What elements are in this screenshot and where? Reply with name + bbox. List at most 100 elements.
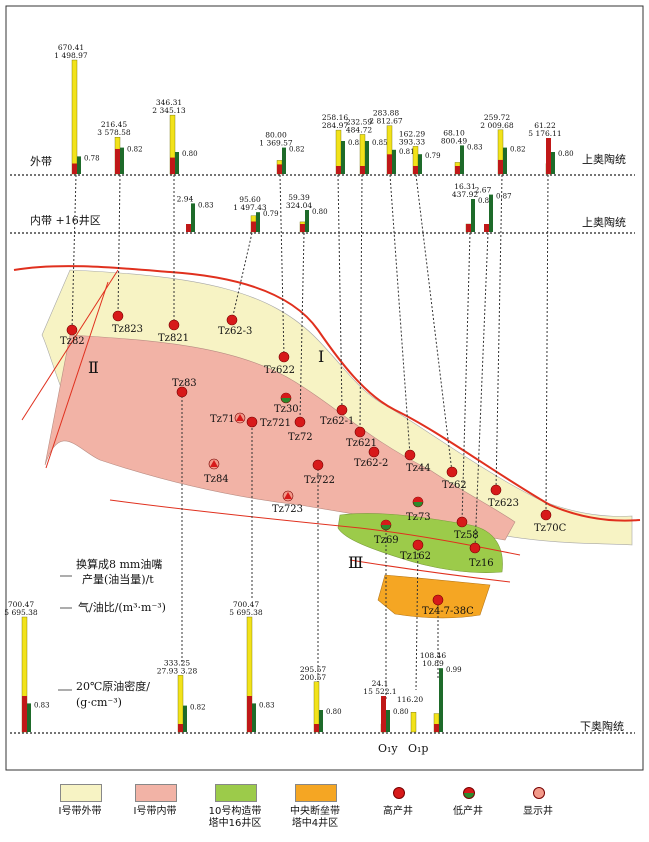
legend-outer-label: Ⅰ号带外带 <box>58 806 102 817</box>
lower-bar-2-oil-bar <box>177 675 184 733</box>
well-tz44-icon <box>404 449 416 461</box>
outer-bar-1: 670.411 498.97 0.78 <box>54 43 100 175</box>
outer-bar-9-gor-bar <box>455 166 460 174</box>
density-note-line1: 20℃原油密度/ <box>76 679 150 693</box>
lower-bar-6-oil-bar <box>410 712 417 733</box>
well-tz821-icon <box>168 319 180 331</box>
well-tz44: Tz44 <box>404 449 431 474</box>
well-tz71-label: Tz71 <box>210 414 235 425</box>
stratum-o1y: O₁y <box>378 742 398 755</box>
outer-bar-3-density-label: 0.80 <box>182 150 198 158</box>
legend-inner-swatch <box>135 784 177 802</box>
legend-central-line1: 中央断垒带 <box>290 806 340 817</box>
lower-bar-7-density-label: 0.99 <box>446 666 462 674</box>
lower-bar-1-gor-bar <box>22 696 27 732</box>
lower-bar-5-gor-bar <box>381 696 386 732</box>
well-tz16-icon <box>469 542 481 554</box>
well-tz62-3-label: Tz62-3 <box>218 326 252 337</box>
show-well-icon <box>533 787 545 799</box>
outer-bar-10-gor-bar <box>498 159 503 174</box>
outer-bar-1-density-bar <box>77 156 81 174</box>
fault-line-3 <box>45 281 109 469</box>
outer-bar-9-oil-label: 68.10 <box>443 128 465 137</box>
upper-ordovician-label-2: 上奥陶统 <box>582 215 626 229</box>
well-tz622-label: Tz622 <box>264 365 295 376</box>
lower-bar-1-gor-label: 5 695.38 <box>4 608 38 617</box>
well-tz4-7-38c: Tz4-7-38C <box>422 594 474 617</box>
outer-bar-4: 80.001 369.570.82 <box>259 131 305 175</box>
well-tz722-label: Tz722 <box>304 475 335 486</box>
well-tz58-label: Tz58 <box>454 530 479 541</box>
lower-bar-7-oil-label: 108.46 <box>420 651 446 660</box>
outer-bar-3-oil-label: 346.31 <box>156 98 182 107</box>
legend-high-label: 高产井 <box>383 806 413 817</box>
inner-bar-2-density-bar <box>256 212 260 232</box>
well-tz62-icon <box>446 466 458 478</box>
well-tz73-label: Tz73 <box>406 512 431 523</box>
well-tz4-7-38c-icon <box>432 594 444 606</box>
outer-bar-11-density-bar <box>551 152 555 174</box>
outer-bar-7-density-bar <box>392 149 396 174</box>
outer-bar-2: 216.453 578.58 0.82 <box>97 120 143 175</box>
outer-bar-3: 346.312 345.13 0.80 <box>152 98 198 175</box>
inner-zone-polygon <box>44 334 516 541</box>
lower-bar-3-oil-label: 700.47 <box>233 600 259 609</box>
legend-central-swatch <box>295 784 337 802</box>
lower-bar-5: 24.115 522.1 0.80 <box>363 679 409 733</box>
outer-bar-3-gor-label: 2 345.13 <box>152 106 186 115</box>
outer-bar-10-density-label: 0.82 <box>510 146 526 154</box>
outer-belt-label: 外带 <box>30 155 52 168</box>
oil-note-line1: 换算成8 mm油嘴 <box>76 557 162 571</box>
inner-bar-1-gor-bar <box>186 224 191 232</box>
outer-bar-6-gor-bar <box>360 166 365 174</box>
oil-note-line2: 产量(油当量)/t <box>82 572 154 586</box>
outer-bar-10-oil-label: 259.72 <box>484 113 510 122</box>
lower-bar-3-density-bar <box>252 703 256 732</box>
inner-bar-5: 2.67 0.87 <box>475 186 512 232</box>
inner-bar-3-gor-label: 324.04 <box>286 201 312 210</box>
fault-line-4 <box>109 499 521 556</box>
outer-bar-5-density-bar <box>341 141 345 174</box>
inner-bar-4-gor-bar <box>466 224 471 232</box>
outer-bar-7-gor-bar <box>387 154 392 174</box>
well-tz71: Tz71 <box>210 412 246 425</box>
well-tz58: Tz58 <box>454 516 479 541</box>
well-tz83-icon <box>176 386 188 398</box>
well-tz4-7-38c-label: Tz4-7-38C <box>422 606 474 617</box>
outer-bar-2-density-label: 0.82 <box>127 146 143 154</box>
well-tz821: Tz821 <box>158 319 189 344</box>
well-tz723: Tz723 <box>272 490 303 515</box>
inner-belt-label: 内带 +16井区 <box>30 213 101 227</box>
outer-bar-4-gor-bar <box>277 164 282 174</box>
outer-bar-11-gor-label: 5 176.11 <box>528 129 561 138</box>
inner-bar-3-oil-label: 59.39 <box>288 193 310 202</box>
well-tz62-1-label: Tz62-1 <box>320 416 354 427</box>
lower-bar-5-gor-label: 15 522.1 <box>363 687 396 696</box>
well-tz62-label: Tz62 <box>442 480 467 491</box>
lower-bar-6: 116.20 <box>397 695 423 733</box>
well-tz623-label: Tz623 <box>488 498 519 509</box>
lower-bar-4-gor-bar <box>314 724 319 732</box>
well-tz69-icon-top <box>381 520 391 525</box>
outer-bar-7: 283.882 812.67 0.81 <box>369 109 415 175</box>
well-tz723-label: Tz723 <box>272 504 303 515</box>
lower-bar-1: 700.475 695.38 0.83 <box>4 600 50 733</box>
high-yield-well-icon <box>393 787 405 799</box>
outer-bar-7-density-label: 0.81 <box>399 148 415 156</box>
lower-bar-2-density-bar <box>183 705 187 732</box>
figure-frame <box>5 5 644 771</box>
well-tz71-icon-mark <box>236 414 244 421</box>
outer-bar-3-gor-bar <box>170 157 175 174</box>
well-tz722: Tz722 <box>304 459 335 486</box>
well-tz622: Tz622 <box>264 351 295 376</box>
inner-bar-2-gor-label: 1 497.43 <box>233 203 267 212</box>
central-zone-polygon <box>377 574 491 619</box>
inner-bar-2-gor-bar <box>251 221 256 232</box>
well-tz722-icon <box>312 459 324 471</box>
well-tz62-2-icon <box>368 446 380 458</box>
